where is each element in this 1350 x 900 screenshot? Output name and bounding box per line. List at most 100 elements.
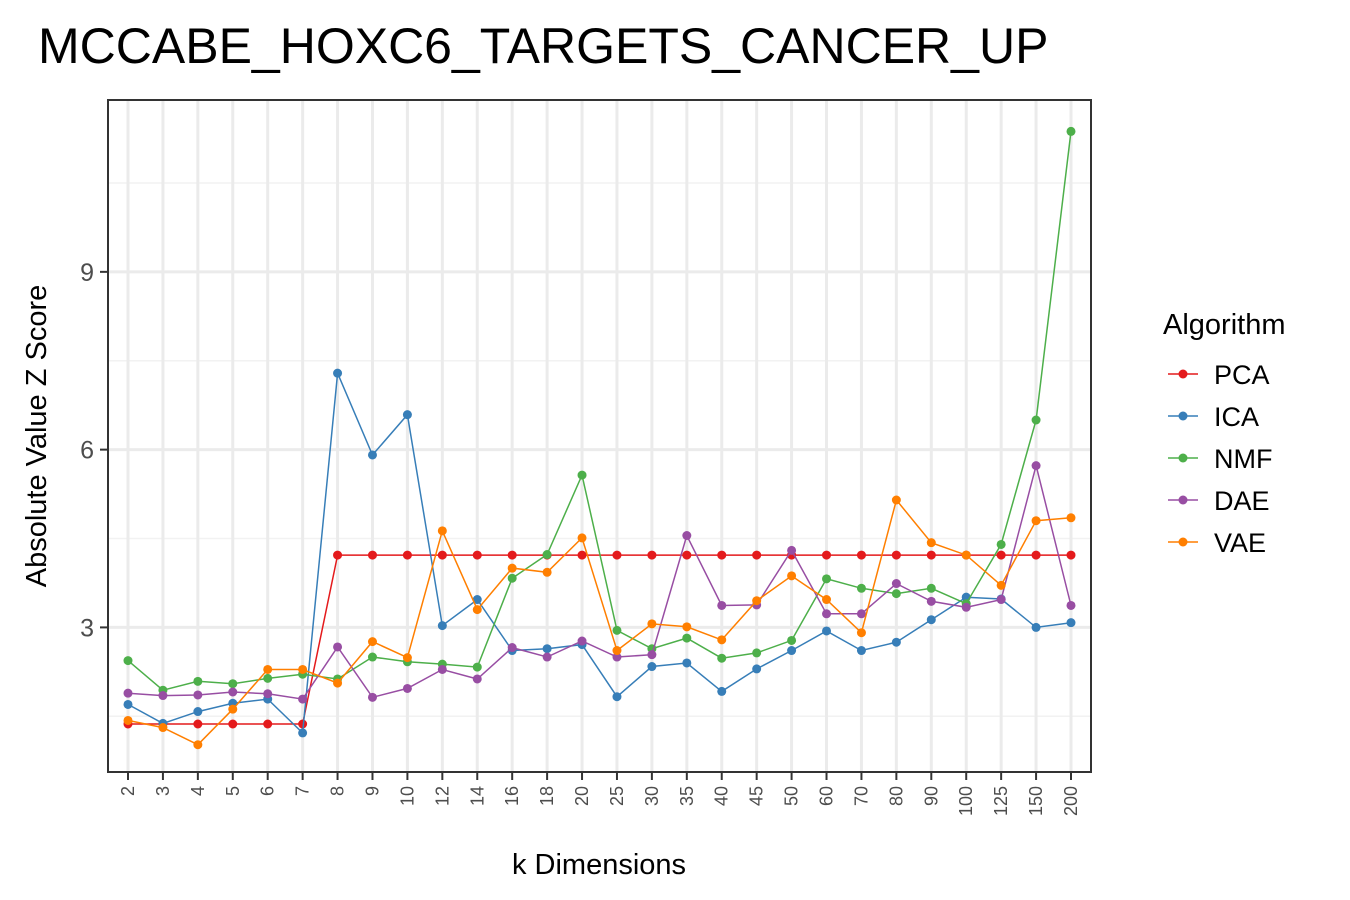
- y-axis-label: Absolute Value Z Score: [21, 285, 53, 588]
- data-point-dae: [577, 636, 587, 646]
- data-point-ica: [647, 662, 657, 672]
- data-point-dae: [193, 690, 203, 700]
- data-point-ica: [123, 699, 133, 709]
- data-point-dae: [298, 694, 308, 704]
- legend-title: Algorithm: [1163, 309, 1286, 341]
- data-point-nmf: [1031, 415, 1041, 425]
- data-point-vae: [647, 619, 657, 629]
- data-point-pca: [682, 550, 692, 560]
- chart-title: MCCABE_HOXC6_TARGETS_CANCER_UP: [38, 18, 1048, 74]
- data-point-vae: [228, 704, 238, 714]
- data-point-nmf: [367, 652, 377, 662]
- data-point-vae: [123, 715, 133, 725]
- x-tick-label: 12: [432, 786, 452, 806]
- data-point-ica: [298, 728, 308, 738]
- x-tick-label: 9: [362, 786, 382, 796]
- series-layer: [123, 126, 1076, 750]
- data-point-dae: [472, 674, 482, 684]
- data-point-ica: [1066, 618, 1076, 628]
- data-point-dae: [647, 650, 657, 660]
- x-tick-label: 45: [747, 786, 767, 806]
- legend-key-point-pca: [1178, 369, 1188, 379]
- data-point-nmf: [542, 550, 552, 560]
- data-point-nmf: [612, 625, 622, 635]
- data-point-ica: [891, 637, 901, 647]
- data-point-dae: [612, 652, 622, 662]
- x-axis: 2 3 4 5 6 7 8 9 10 12 14 16 18 20 25 30 35 40 45 50 60 70 80 90…: [118, 772, 1081, 816]
- x-tick-label: 2: [118, 786, 138, 796]
- legend-label-ica: ICA: [1214, 402, 1259, 432]
- data-point-vae: [298, 664, 308, 674]
- data-point-dae: [1031, 461, 1041, 471]
- x-tick-label: 7: [293, 786, 313, 796]
- data-point-ica: [752, 664, 762, 674]
- legend-key-point-nmf: [1178, 453, 1188, 463]
- data-point-nmf: [193, 676, 203, 686]
- y-tick-label: 9: [80, 259, 94, 287]
- x-tick-label: 16: [502, 786, 522, 806]
- data-point-vae: [577, 533, 587, 543]
- legend-label-dae: DAE: [1214, 486, 1270, 516]
- data-point-dae: [787, 545, 797, 555]
- legend-label-vae: VAE: [1214, 528, 1266, 558]
- x-tick-label: 50: [782, 786, 802, 806]
- x-tick-label: 125: [991, 786, 1011, 816]
- series-line-nmf: [127, 131, 1072, 692]
- data-point-nmf: [856, 583, 866, 593]
- data-point-nmf: [787, 635, 797, 645]
- data-point-nmf: [926, 583, 936, 593]
- data-point-dae: [996, 595, 1006, 605]
- legend-key-point-dae: [1178, 495, 1188, 505]
- data-point-vae: [961, 550, 971, 560]
- data-point-pca: [577, 550, 587, 560]
- data-point-pca: [1031, 550, 1041, 560]
- data-point-vae: [507, 563, 517, 573]
- data-point-dae: [717, 600, 727, 610]
- data-point-pca: [193, 719, 203, 729]
- x-tick-label: 90: [921, 786, 941, 806]
- data-point-pca: [367, 550, 377, 560]
- data-point-vae: [682, 622, 692, 632]
- data-point-ica: [682, 658, 692, 668]
- data-point-dae: [158, 691, 168, 701]
- data-point-ica: [437, 621, 447, 631]
- x-tick-label: 150: [1026, 786, 1046, 816]
- data-point-vae: [612, 646, 622, 656]
- data-point-vae: [472, 605, 482, 615]
- data-point-ica: [333, 368, 343, 378]
- data-point-pca: [822, 550, 832, 560]
- data-point-pca: [996, 550, 1006, 560]
- x-tick-label: 80: [886, 786, 906, 806]
- data-point-nmf: [472, 662, 482, 672]
- data-point-pca: [926, 550, 936, 560]
- data-point-ica: [472, 595, 482, 605]
- x-tick-label: 40: [712, 786, 732, 806]
- data-point-vae: [996, 580, 1006, 590]
- series-line-dae: [127, 465, 1072, 700]
- data-point-ica: [787, 646, 797, 656]
- legend-key-point-vae: [1178, 537, 1188, 547]
- data-point-ica: [612, 692, 622, 702]
- legend-items: PCA ICA NMF DAE VAE: [1168, 360, 1272, 558]
- data-point-pca: [647, 550, 657, 560]
- x-tick-label: 14: [467, 786, 487, 806]
- data-point-ica: [367, 450, 377, 460]
- series-line-ica: [127, 372, 1072, 735]
- data-point-nmf: [1066, 126, 1076, 136]
- data-point-nmf: [891, 589, 901, 599]
- plot-panel: [107, 99, 1092, 773]
- data-point-vae: [367, 637, 377, 647]
- data-point-dae: [891, 579, 901, 589]
- data-point-vae: [787, 571, 797, 581]
- data-point-dae: [682, 531, 692, 541]
- data-point-dae: [961, 602, 971, 612]
- data-point-dae: [402, 683, 412, 693]
- data-point-nmf: [263, 673, 273, 683]
- data-point-ica: [822, 626, 832, 636]
- data-point-pca: [1066, 550, 1076, 560]
- data-point-dae: [1066, 600, 1076, 610]
- data-point-dae: [367, 692, 377, 702]
- x-tick-label: 6: [258, 786, 278, 796]
- data-point-pca: [856, 550, 866, 560]
